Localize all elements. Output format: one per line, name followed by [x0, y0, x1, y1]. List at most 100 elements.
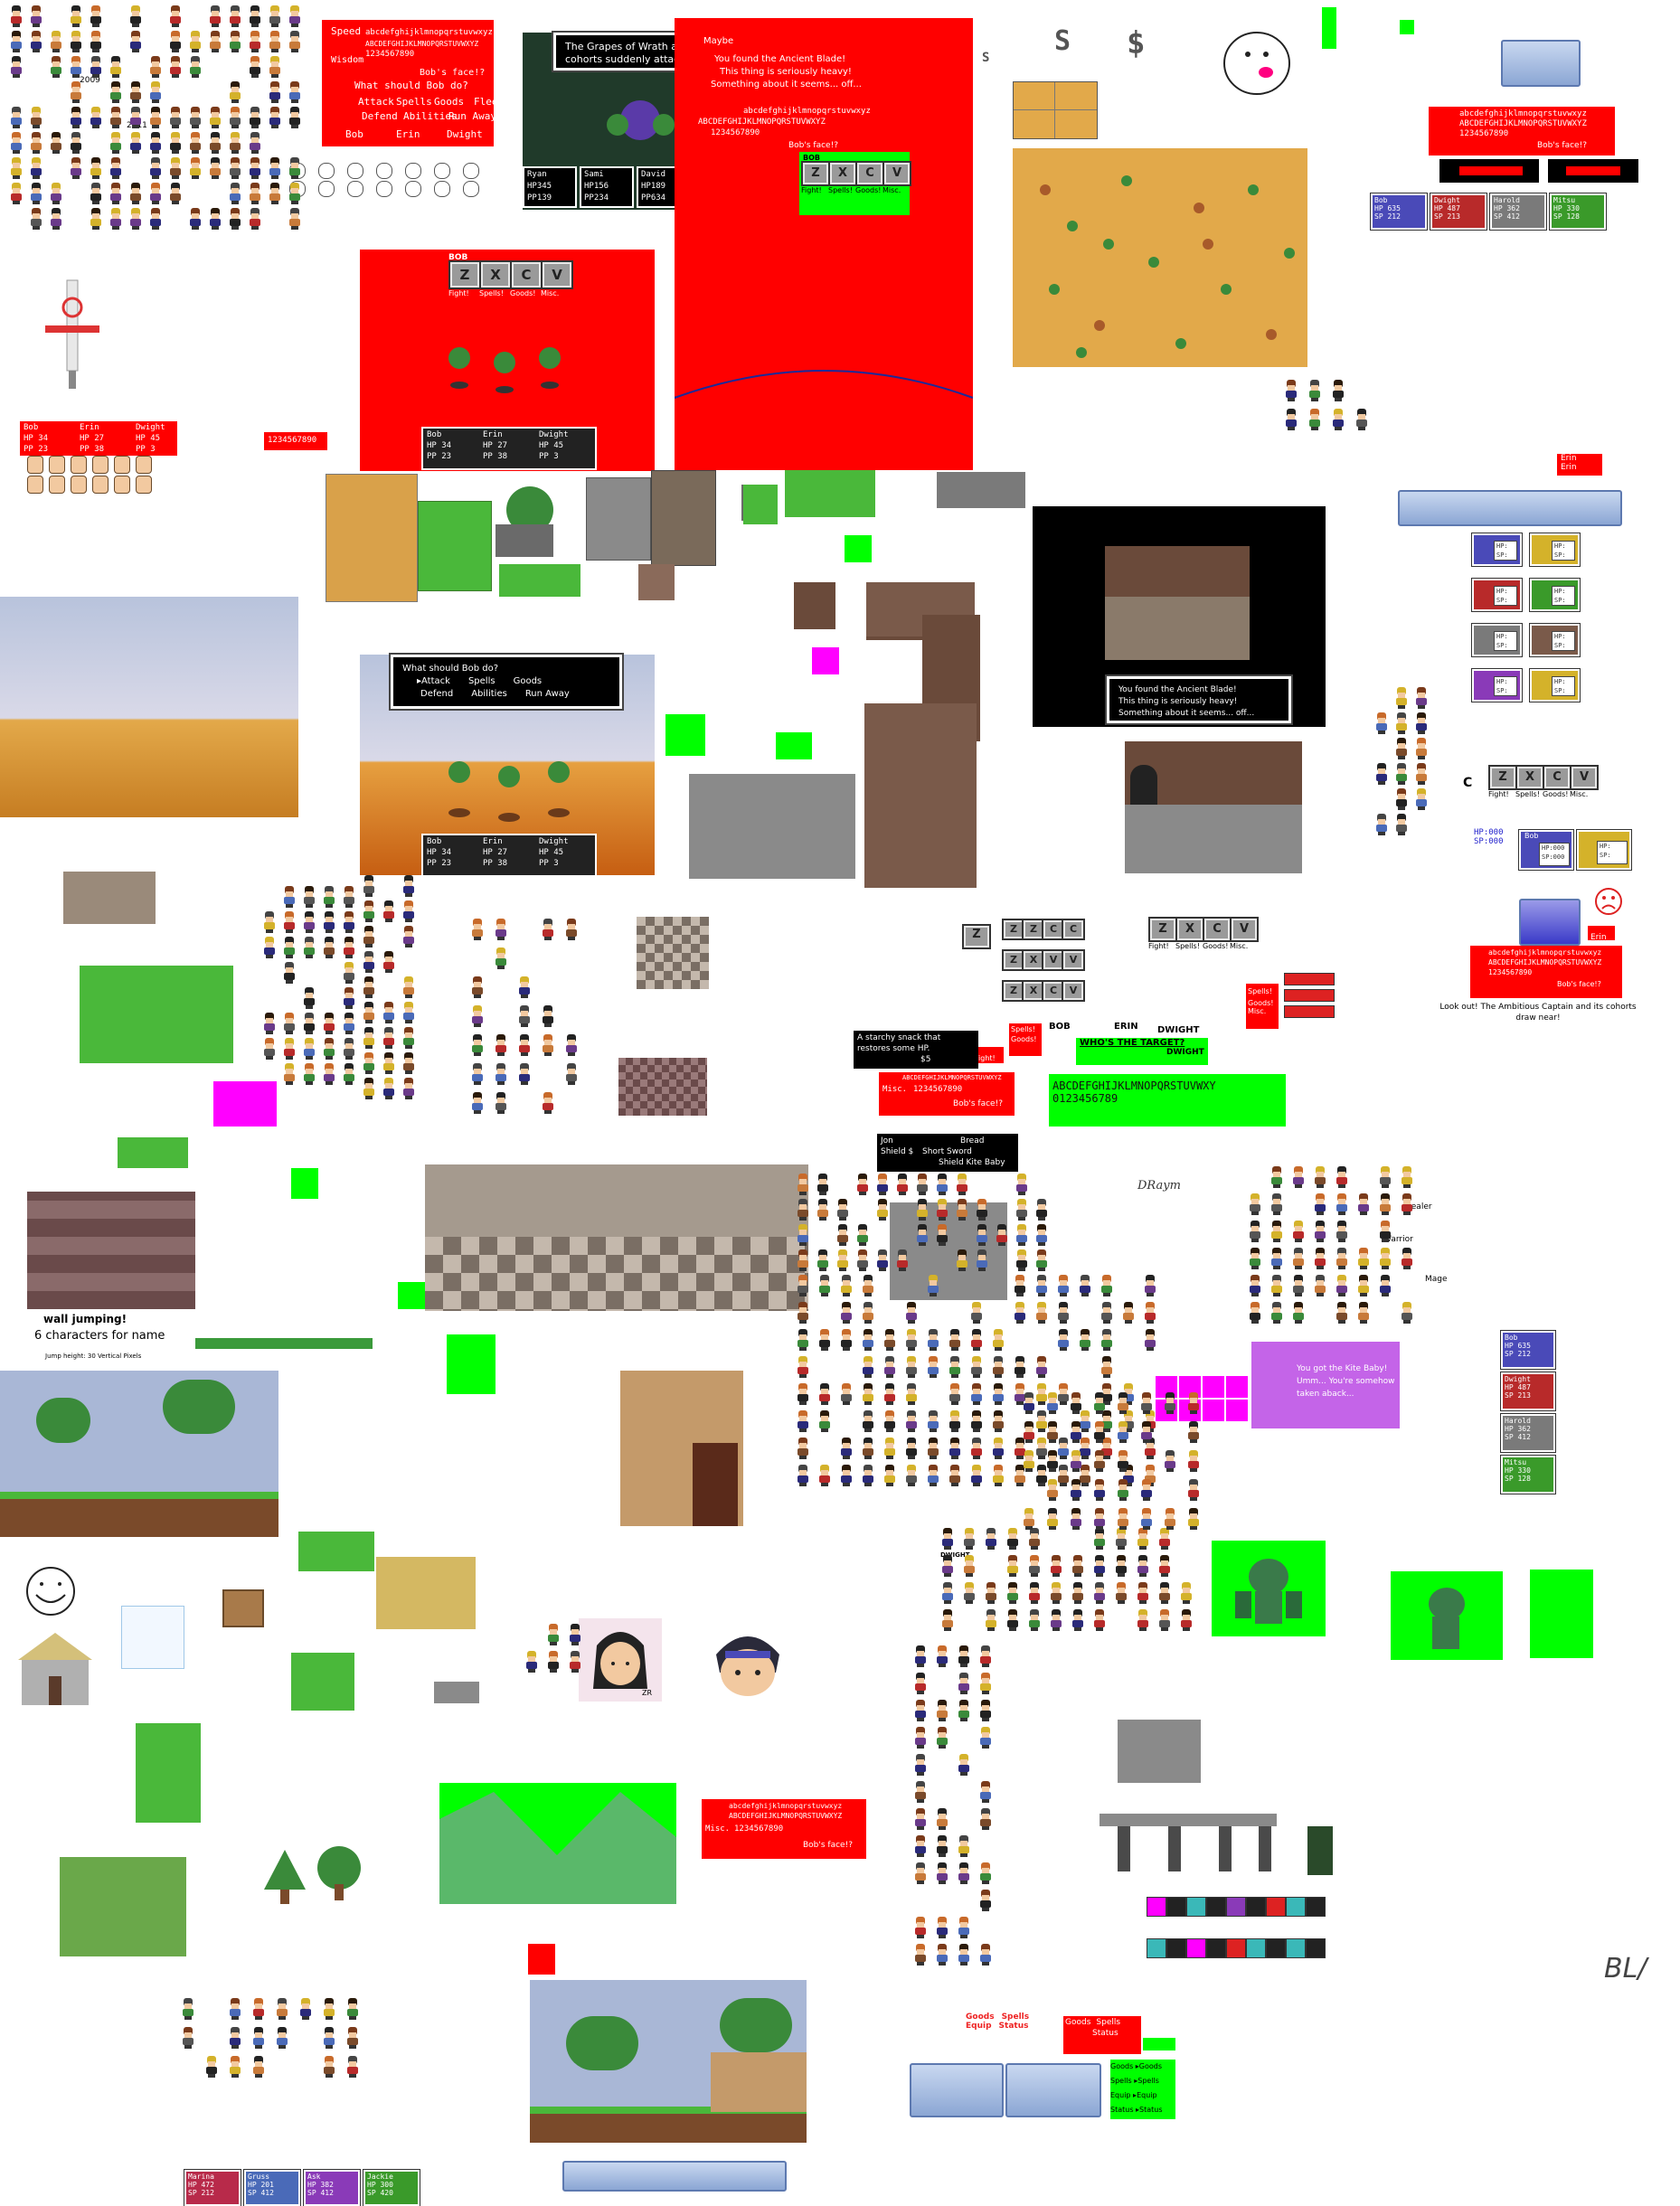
tag-spells[interactable]: Spells — [1001, 2013, 1030, 2022]
key-label-v: Misc. — [882, 186, 901, 194]
character-sprite — [268, 183, 282, 204]
desert-object — [1194, 203, 1204, 213]
box-spells[interactable]: Spells — [1096, 2018, 1121, 2027]
key-z[interactable]: Z — [1002, 919, 1025, 940]
sprite-body — [90, 67, 101, 74]
menu-button-blue-bottom[interactable] — [562, 2161, 787, 2192]
key-v[interactable]: V — [882, 161, 911, 186]
menu-abilities[interactable]: Abilities — [403, 110, 458, 122]
character-sprite — [1027, 1555, 1042, 1577]
sprite-hair — [265, 937, 274, 945]
character-sprite — [345, 1998, 360, 2020]
sprite-hair — [151, 208, 160, 216]
sprite-hair — [1381, 1221, 1390, 1229]
menu-run-away[interactable]: Run Away — [524, 689, 570, 699]
key-z[interactable]: Z — [1488, 765, 1517, 790]
key-x[interactable]: X — [1515, 765, 1544, 790]
sprite-legs — [917, 1962, 924, 1966]
key-z[interactable]: Z — [448, 260, 481, 289]
party-member-pp: PP234 — [584, 193, 609, 203]
sprite-body — [915, 1683, 926, 1691]
key-v[interactable]: V — [1042, 949, 1065, 971]
mini-menu-item[interactable]: Spells! — [1248, 987, 1272, 995]
sprite-face — [172, 36, 179, 42]
sprite-face — [231, 112, 239, 118]
sprite-body — [980, 1683, 991, 1691]
menu-list-item[interactable]: Spells ▸Spells — [1110, 2077, 1159, 2085]
box-goods[interactable]: Goods — [1065, 2018, 1091, 2027]
blue-panel-right[interactable] — [1005, 2063, 1101, 2117]
menu-run-away[interactable]: Run Away — [448, 110, 496, 122]
key-v[interactable]: V — [1570, 765, 1599, 790]
box-status[interactable]: Status — [1092, 2029, 1118, 2038]
z-key-single[interactable]: Z — [962, 924, 991, 949]
key-c[interactable]: C — [855, 161, 884, 186]
key-c[interactable]: C — [510, 260, 543, 289]
menu-button-blue[interactable] — [1501, 40, 1581, 87]
party-name: Erin — [483, 430, 503, 439]
key-c[interactable]: C — [1203, 917, 1232, 942]
key-z[interactable]: Z — [801, 161, 830, 186]
menu-defend[interactable]: Defend — [420, 689, 454, 699]
sprite-hair — [290, 107, 299, 115]
character-sprite — [978, 1700, 993, 1721]
key-c[interactable]: C — [1062, 919, 1085, 940]
key-v[interactable]: V — [1062, 980, 1085, 1002]
tag-status[interactable]: Status — [998, 2022, 1029, 2031]
sprite-body — [170, 118, 181, 125]
key-v[interactable]: V — [1230, 917, 1259, 942]
character-sprite — [342, 987, 356, 1009]
key-c[interactable]: C — [1042, 919, 1065, 940]
menu-list-item[interactable]: Equip ▸Equip — [1110, 2091, 1157, 2099]
key-x[interactable]: X — [1022, 949, 1045, 971]
mini-menu-item[interactable]: Goods! — [1011, 1035, 1037, 1043]
menu-button-blue-wide[interactable] — [1398, 490, 1622, 526]
sprite-face — [1418, 718, 1425, 723]
menu-list-item[interactable]: Goods ▸Goods — [1110, 2062, 1163, 2070]
slot-inner: HP: SP: — [1552, 631, 1575, 651]
key-z[interactable]: Z — [1002, 949, 1025, 971]
menu-attack[interactable]: ▸Attack — [417, 676, 450, 686]
key-c[interactable]: C — [1042, 980, 1065, 1002]
menu-defend[interactable]: Defend — [362, 110, 398, 122]
character-sprite — [401, 976, 416, 998]
menu-flee[interactable]: Flee — [474, 96, 498, 108]
z-key[interactable]: Z — [962, 924, 991, 949]
key-x[interactable]: X — [828, 161, 857, 186]
menu-attack[interactable]: Attack — [358, 96, 394, 108]
menu-list-item[interactable]: Status ▸Status — [1110, 2106, 1163, 2114]
sprite-legs — [839, 1268, 846, 1271]
sprite-body — [130, 219, 141, 226]
sprite-hair — [265, 1013, 274, 1021]
menu-goods[interactable]: Goods — [513, 676, 543, 686]
mini-menu-item[interactable]: Goods! — [1248, 999, 1274, 1007]
key-c[interactable]: C — [1543, 765, 1571, 790]
sprite-face — [291, 188, 298, 193]
menu-spells[interactable]: Spells — [396, 96, 432, 108]
key-z[interactable]: Z — [1022, 919, 1045, 940]
tag-equip[interactable]: Equip — [966, 2022, 992, 2031]
menu-abilities[interactable]: Abilities — [471, 689, 507, 699]
key-z[interactable]: Z — [1002, 980, 1025, 1002]
mini-menu-item[interactable]: Misc. — [1248, 1007, 1267, 1015]
sprite-body — [798, 1235, 808, 1242]
sprite-body — [150, 67, 161, 74]
sprite-body — [90, 118, 101, 125]
key-z[interactable]: Z — [1148, 917, 1177, 942]
sprite-body — [1376, 723, 1387, 731]
menu-spells[interactable]: Spells — [467, 676, 496, 686]
key-x[interactable]: X — [1175, 917, 1204, 942]
key-v[interactable]: V — [541, 260, 573, 289]
key-x[interactable]: X — [1022, 980, 1045, 1002]
sprite-body — [11, 16, 22, 24]
grass-strip — [118, 1137, 188, 1168]
character-sprite — [128, 183, 143, 204]
mini-menu-item[interactable]: Spells! — [1011, 1025, 1035, 1033]
key-x[interactable]: X — [479, 260, 512, 289]
sprite-face — [1125, 1416, 1132, 1421]
key-v[interactable]: V — [1062, 949, 1085, 971]
tag-goods[interactable]: Goods — [966, 2013, 995, 2022]
blue-panel-left[interactable] — [910, 2063, 1004, 2117]
fight-text[interactable]: Fight! — [975, 1054, 996, 1062]
menu-goods[interactable]: Goods — [434, 96, 465, 108]
